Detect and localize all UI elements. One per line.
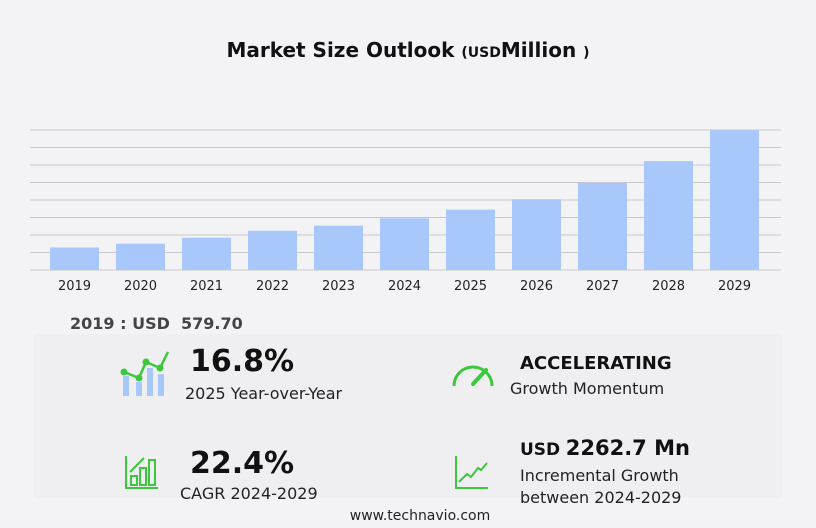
incremental-value: USD 2262.7 Mn bbox=[520, 436, 690, 460]
x-tick-label: 2024 bbox=[388, 279, 421, 294]
bar-chart: 2019 2020 2021 2022 2023 2024 2025 2026 2027 2028… bbox=[30, 129, 781, 294]
bar-growth-icon bbox=[125, 456, 158, 489]
cagr-label: CAGR 2024-2029 bbox=[180, 484, 318, 503]
x-tick-label: 2023 bbox=[322, 279, 355, 294]
stats-panel bbox=[34, 334, 782, 498]
x-tick-label: 2019 bbox=[58, 279, 91, 294]
bar-2027 bbox=[578, 182, 627, 270]
bar-2021 bbox=[182, 237, 231, 270]
cagr-value: 22.4% bbox=[190, 446, 295, 481]
bar-2023 bbox=[314, 225, 363, 270]
momentum-label: Growth Momentum bbox=[510, 379, 665, 398]
growth-chart-icon bbox=[120, 351, 170, 396]
chart-title: Market Size Outlook (USDMillion ) bbox=[226, 38, 590, 62]
line-growth-icon bbox=[455, 456, 488, 489]
bar-2022 bbox=[248, 230, 297, 270]
yoy-label: 2025 Year-over-Year bbox=[185, 384, 343, 403]
base-year-value: 2019 : USD 579.70 bbox=[70, 314, 243, 333]
speedometer-icon bbox=[452, 365, 494, 387]
bar-2028 bbox=[644, 161, 693, 270]
x-tick-label: 2022 bbox=[256, 279, 289, 294]
bar-2019 bbox=[50, 247, 99, 270]
bar-2026 bbox=[512, 199, 561, 270]
bar-2025 bbox=[446, 209, 495, 270]
yoy-value: 16.8% bbox=[190, 344, 295, 379]
bar-2024 bbox=[380, 218, 429, 270]
x-tick-label: 2025 bbox=[454, 279, 487, 294]
x-tick-label: 2029 bbox=[718, 279, 751, 294]
x-tick-label: 2021 bbox=[190, 279, 223, 294]
bar-2029 bbox=[710, 130, 759, 270]
incremental-label: Incremental Growth bbox=[520, 466, 679, 485]
footer-url[interactable]: www.technavio.com bbox=[349, 508, 491, 524]
bar-2020 bbox=[116, 243, 165, 270]
momentum-value: ACCELERATING bbox=[520, 353, 672, 374]
x-tick-label: 2020 bbox=[124, 279, 157, 294]
x-tick-label: 2026 bbox=[520, 279, 553, 294]
x-tick-label: 2028 bbox=[652, 279, 685, 294]
x-tick-label: 2027 bbox=[586, 279, 619, 294]
incremental-period: between 2024-2029 bbox=[520, 488, 682, 507]
